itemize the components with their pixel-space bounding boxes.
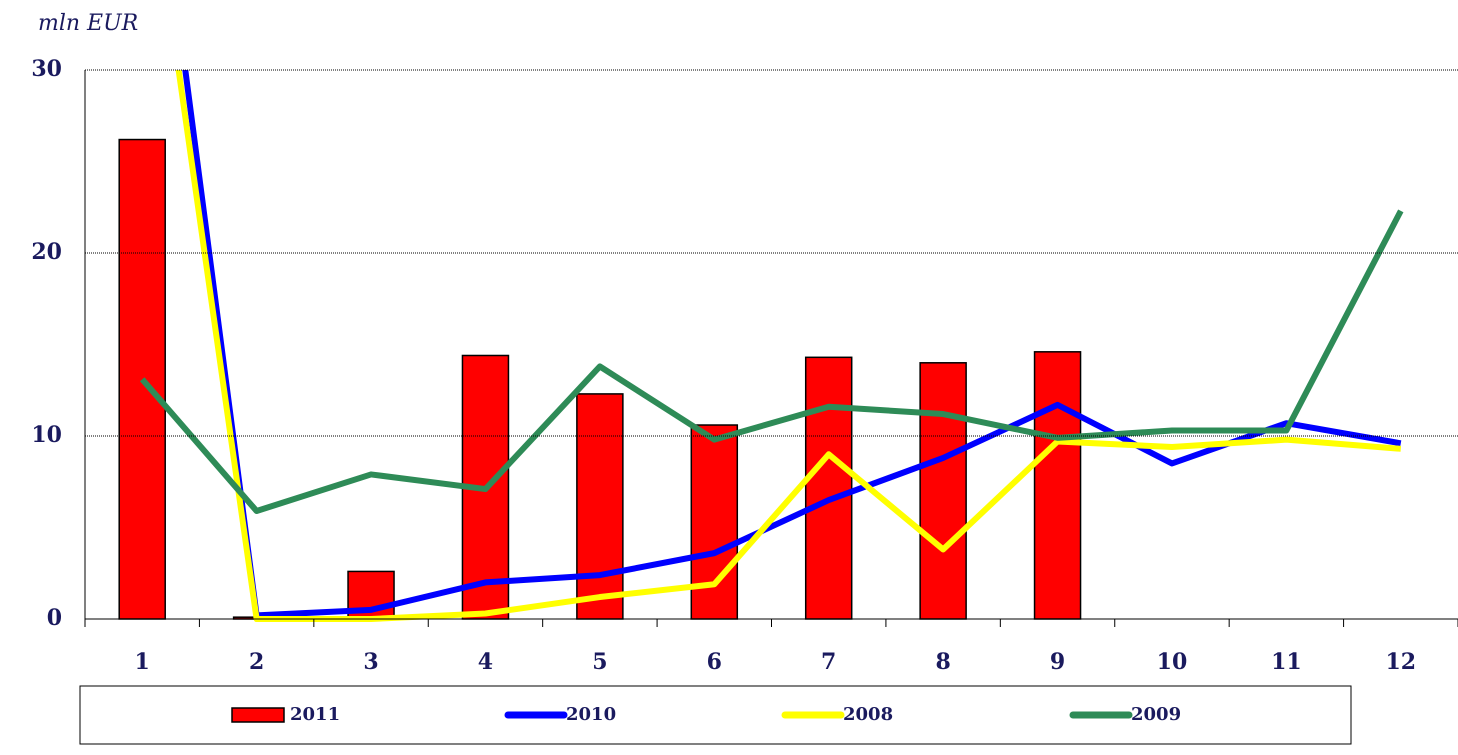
line bbox=[139, 209, 1404, 515]
x-tick-label: 7 bbox=[821, 649, 836, 675]
x-tick-label: 4 bbox=[478, 649, 493, 675]
bar bbox=[690, 424, 739, 620]
x-tick-label: 10 bbox=[1157, 649, 1188, 675]
legend-label: 2010 bbox=[566, 704, 616, 725]
bar bbox=[919, 362, 967, 620]
y-tick-label: 30 bbox=[31, 56, 62, 82]
x-tick-label: 11 bbox=[1271, 649, 1302, 675]
x-tick-label: 9 bbox=[1050, 649, 1065, 675]
bar bbox=[1033, 351, 1082, 620]
legend-box bbox=[79, 685, 1352, 745]
x-tick-label: 8 bbox=[935, 649, 950, 675]
x-tick-label: 12 bbox=[1385, 649, 1416, 675]
legend-label: 2009 bbox=[1131, 704, 1181, 725]
y-tick-label: 10 bbox=[31, 422, 62, 448]
bar bbox=[576, 393, 624, 620]
legend-label: 2008 bbox=[843, 704, 893, 725]
axis-unit: mln EUR bbox=[38, 11, 138, 36]
x-tick-label: 6 bbox=[707, 649, 722, 675]
x-tick-label: 5 bbox=[592, 649, 607, 675]
y-tick-label: 20 bbox=[31, 239, 62, 265]
x-tick-label: 1 bbox=[135, 649, 150, 675]
line bbox=[182, 70, 1402, 619]
legend-swatch bbox=[231, 707, 285, 723]
plot-area bbox=[118, 70, 1404, 622]
legend-label: 2011 bbox=[290, 704, 340, 725]
y-tick-label: 0 bbox=[47, 605, 62, 631]
x-tick-label: 3 bbox=[363, 649, 378, 675]
x-tick-label: 2 bbox=[249, 649, 264, 675]
bar bbox=[804, 356, 853, 620]
